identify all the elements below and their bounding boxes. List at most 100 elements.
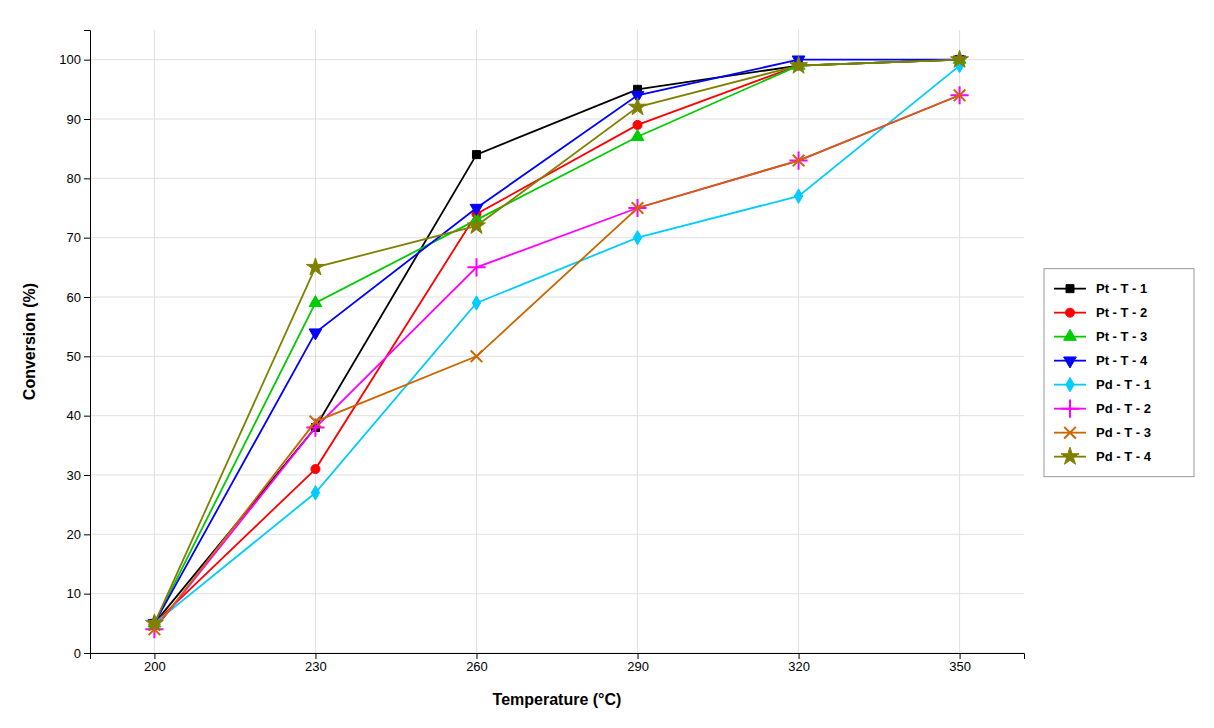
- x-axis-tick-mark: [638, 653, 639, 659]
- y-axis-tick-label: 10: [67, 586, 81, 601]
- y-axis-tick-mark: [84, 356, 90, 357]
- legend-item: Pt - T - 2: [1054, 305, 1147, 320]
- legend-swatch-marker: [1064, 357, 1077, 368]
- series-line: [154, 60, 959, 624]
- y-axis-tick: 100: [59, 52, 90, 67]
- x-axis-tick-mark: [476, 653, 477, 659]
- x-axis: 200 230 260 290 320 350: [91, 653, 1025, 674]
- series-marker: [309, 296, 322, 307]
- legend-swatch-marker: [1066, 285, 1074, 293]
- y-axis-tick: 10: [67, 586, 90, 601]
- y-axis-tick-mark: [84, 178, 90, 179]
- series-marker: [790, 56, 808, 73]
- y-axis-tick-mark: [84, 534, 90, 535]
- x-axis-tick: 260: [466, 653, 488, 674]
- legend-swatch-marker: [1061, 447, 1079, 464]
- x-axis-tick-label: 290: [627, 659, 649, 674]
- grid-line-x: [798, 30, 799, 653]
- series-marker: [311, 486, 319, 500]
- x-axis-tick: 320: [788, 653, 810, 674]
- x-axis-tick: 200: [144, 653, 166, 674]
- chart-container: 200 230 260 290 320 350 0 10 20 30 40 50 60 70 80 90 100…: [0, 0, 1214, 728]
- y-axis-tick: 40: [67, 408, 90, 423]
- series-marker: [633, 230, 641, 244]
- legend-item: Pd - T - 3: [1054, 425, 1151, 440]
- series-marker: [306, 258, 324, 275]
- series-marker: [472, 151, 480, 159]
- legend-swatch-marker: [1066, 377, 1074, 391]
- x-axis-tick-label: 260: [466, 659, 488, 674]
- x-axis-tick-label: 230: [305, 659, 327, 674]
- legend-swatch-marker: [1064, 427, 1076, 439]
- y-axis-tick-mark: [84, 416, 90, 417]
- grid-line-y: [90, 415, 1024, 416]
- y-axis-tick-label: 20: [67, 527, 81, 542]
- y-axis-tick: 90: [67, 112, 90, 127]
- y-axis-tick: 50: [67, 349, 90, 364]
- y-axis-tick: 30: [67, 468, 90, 483]
- series-marker: [310, 416, 322, 428]
- x-axis-tick-label: 350: [949, 659, 971, 674]
- series-marker: [467, 258, 485, 276]
- plot: 200 230 260 290 320 350 0 10 20 30 40 50 60 70 80 90 100: [59, 30, 1024, 674]
- legend-label: Pd - T - 4: [1096, 449, 1152, 464]
- y-axis-tick-label: 40: [67, 408, 81, 423]
- series-marker: [309, 329, 322, 340]
- series: [150, 55, 964, 628]
- legend-label: Pt - T - 1: [1096, 281, 1147, 296]
- series-marker: [311, 465, 320, 474]
- grid-line-y: [90, 119, 1024, 120]
- series-marker: [145, 614, 163, 631]
- legend-label: Pd - T - 1: [1096, 377, 1151, 392]
- y-axis-tick-label: 60: [67, 290, 81, 305]
- x-axis-tick: 290: [627, 653, 649, 674]
- series-marker: [789, 151, 807, 169]
- series-marker: [472, 296, 480, 310]
- legend-swatch-marker: [1065, 308, 1074, 317]
- legend-item: Pd - T - 1: [1054, 377, 1151, 392]
- series: [145, 86, 968, 638]
- legend-label: Pd - T - 2: [1096, 401, 1151, 416]
- y-axis-tick-label: 100: [59, 52, 81, 67]
- y-axis-tick-mark: [84, 238, 90, 239]
- y-axis-tick-mark: [84, 297, 90, 298]
- legend-item: Pt - T - 3: [1054, 329, 1147, 344]
- y-axis-tick: 20: [67, 527, 90, 542]
- grid-line-x: [315, 30, 316, 653]
- y-axis-tick-mark: [84, 653, 90, 654]
- y-axis-tick-label: 50: [67, 349, 81, 364]
- x-axis-tick: 350: [949, 653, 971, 674]
- legend-frame: [1044, 269, 1194, 477]
- legend-swatch-marker: [1061, 400, 1079, 418]
- legend-label: Pt - T - 3: [1096, 329, 1147, 344]
- legend-label: Pt - T - 2: [1096, 305, 1147, 320]
- grid-line-x: [154, 30, 155, 653]
- grid-line-y: [90, 356, 1024, 357]
- series: [150, 56, 963, 628]
- y-axis-tick-label: 0: [74, 646, 81, 661]
- series-line: [154, 66, 959, 624]
- legend: Pt - T - 1 Pt - T - 2 Pt - T - 3 Pt - T - 4…: [1044, 269, 1194, 477]
- series: [148, 56, 966, 631]
- legend-label: Pt - T - 4: [1096, 353, 1148, 368]
- legend-label: Pd - T - 3: [1096, 425, 1151, 440]
- legend-item: Pt - T - 4: [1054, 353, 1148, 368]
- x-axis-tick-label: 200: [144, 659, 166, 674]
- y-axis-tick-label: 80: [67, 171, 81, 186]
- legend-item: Pt - T - 1: [1054, 281, 1147, 296]
- series-marker: [632, 202, 644, 214]
- series-marker: [470, 204, 483, 215]
- grid: [90, 30, 1024, 653]
- y-axis-tick: 70: [67, 230, 90, 245]
- y-axis: 0 10 20 30 40 50 60 70 80 90 100: [59, 31, 90, 661]
- grid-line-y: [90, 593, 1024, 594]
- series: [145, 50, 968, 631]
- series-line: [154, 95, 959, 629]
- series-marker: [794, 189, 802, 203]
- x-axis-tick-mark: [315, 653, 316, 659]
- series-marker: [471, 351, 483, 363]
- series-marker: [793, 155, 805, 167]
- y-axis-tick-mark: [84, 594, 90, 595]
- series-marker: [951, 50, 969, 67]
- series: [150, 58, 963, 630]
